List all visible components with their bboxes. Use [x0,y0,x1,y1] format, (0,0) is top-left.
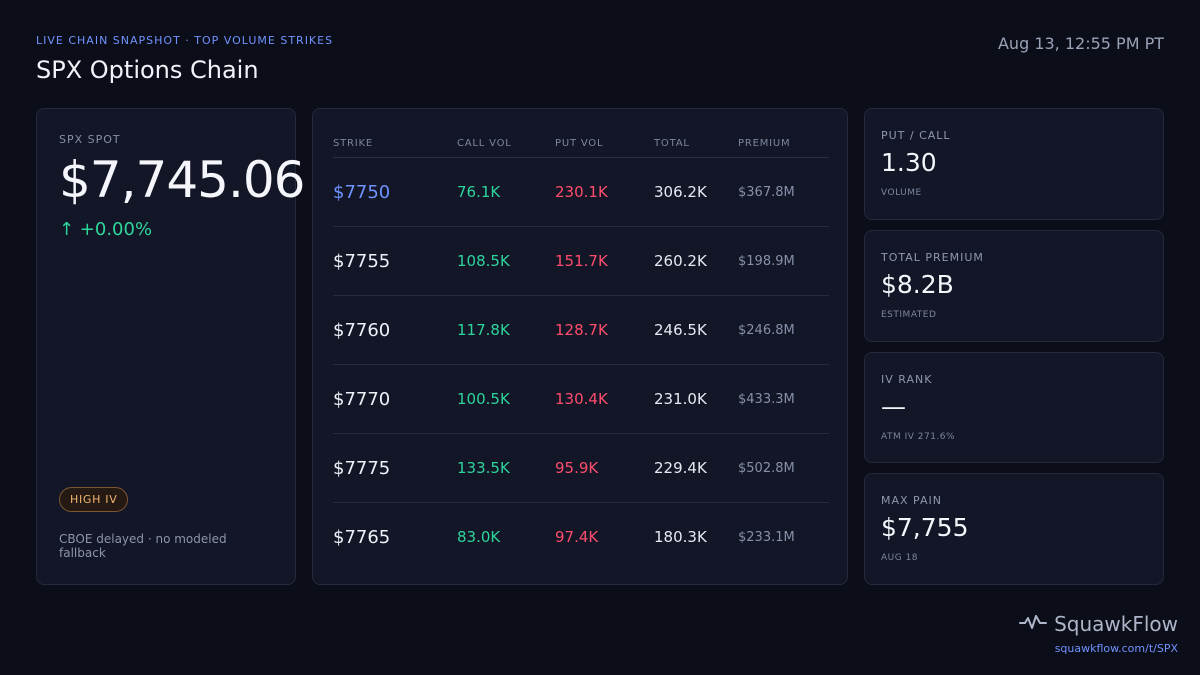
table-row: $7750 76.1K 230.1K 306.2K $367.8M [333,157,829,227]
premium-value: $198.9M [738,226,829,296]
iv-rank-value: — [881,392,906,421]
table-row: $7765 83.0K 97.4K 180.3K $233.1M [333,503,829,572]
total-volume: 180.3K [654,528,707,546]
spot-footer: HIGH IV CBOE delayed · no modeled fallba… [59,487,273,560]
put-call-ratio-value: 1.30 [881,148,937,177]
put-volume: 230.1K [555,157,654,227]
table-row: $7775 133.5K 95.9K 229.4K $502.8M [333,433,829,503]
brand-name: SquawkFlow [1054,612,1178,636]
page-eyebrow: LIVE CHAIN SNAPSHOT · TOP VOLUME STRIKES [36,34,334,47]
put-volume: 130.4K [555,364,654,434]
table-row: $7770 100.5K 130.4K 231.0K $433.3M [333,364,829,434]
put-volume: 95.9K [555,433,654,503]
total-column-header: TOTAL [654,129,738,158]
max-pain-date: AUG 18 [881,552,919,563]
spot-card: SPX SPOT $7,745.06 ↑ +0.00% HIGH IV CBOE… [36,108,305,585]
call-volume: 76.1K [457,157,555,227]
max-pain-value: $7,755 [881,513,969,542]
metric-label: IV RANK [881,373,933,386]
pulse-icon [1019,612,1048,636]
call-volume-column-header: CALL VOL [457,129,555,158]
premium-value: $502.8M [738,433,829,503]
total-volume: 260.2K [654,226,738,296]
strike-column-header: STRIKE [333,129,457,158]
table-row: $7755 108.5K 151.7K 260.2K $198.9M [333,226,829,296]
atm-iv-subtitle: ATM IV 271.6% [881,431,956,442]
premium-column-header: PREMIUM [738,129,829,158]
spot-change: ↑ +0.00% [59,218,153,240]
strike-price: $7775 [333,433,457,503]
call-volume: 100.5K [457,364,555,434]
put-volume: 151.7K [555,226,654,296]
brand-url-link[interactable]: squawkflow.com/t/SPX [1054,642,1178,655]
strike-price: $7765 [333,526,391,548]
metric-label: MAX PAIN [881,494,942,507]
total-volume: 229.4K [654,433,738,503]
data-source-note: CBOE delayed · no modeled fallback [59,532,227,560]
metric-subtitle: ESTIMATED [881,309,937,320]
table-header-row: STRIKE CALL VOL PUT VOL TOTAL PREMIUM [333,129,829,158]
premium-value: $433.3M [738,364,829,434]
put-call-ratio-card: PUT / CALL 1.30 VOLUME [864,108,1164,220]
premium-value: $246.8M [738,295,829,365]
call-volume: 117.8K [457,295,555,365]
iv-rank-card: IV RANK — ATM IV 271.6% [864,352,1164,463]
strike-price: $7770 [333,364,457,434]
total-volume: 231.0K [654,364,738,434]
premium-value: $233.1M [738,529,795,545]
call-volume: 133.5K [457,433,555,503]
table-row: $7760 117.8K 128.7K 246.5K $246.8M [333,295,829,365]
total-premium-card: TOTAL PREMIUM $8.2B ESTIMATED [864,230,1164,342]
call-volume: 83.0K [457,528,501,546]
page-title: SPX Options Chain [36,56,259,84]
max-pain-card: MAX PAIN $7,755 AUG 18 [864,473,1164,585]
snapshot-timestamp: Aug 13, 12:55 PM PT [997,34,1164,53]
call-volume: 108.5K [457,226,555,296]
strike-price: $7750 [333,157,457,227]
spot-price: $7,745.06 [59,151,305,209]
metric-label: PUT / CALL [881,129,951,142]
strike-price: $7755 [333,226,457,296]
total-volume: 306.2K [654,157,738,227]
spot-label: SPX SPOT [59,133,121,146]
premium-value: $367.8M [738,157,829,227]
put-volume-column-header: PUT VOL [555,129,654,158]
options-chain-table: STRIKE CALL VOL PUT VOL TOTAL PREMIUM $7… [333,129,829,571]
options-chain-card: STRIKE CALL VOL PUT VOL TOTAL PREMIUM $7… [312,108,848,585]
put-volume: 128.7K [555,295,654,365]
put-volume: 97.4K [555,528,599,546]
total-volume: 246.5K [654,295,738,365]
total-premium-value: $8.2B [881,270,954,299]
metric-label: TOTAL PREMIUM [881,251,984,264]
brand-logo: SquawkFlow [1019,612,1178,636]
metric-subtitle: VOLUME [881,187,922,198]
high-iv-badge: HIGH IV [59,487,129,512]
strike-price: $7760 [333,295,457,365]
